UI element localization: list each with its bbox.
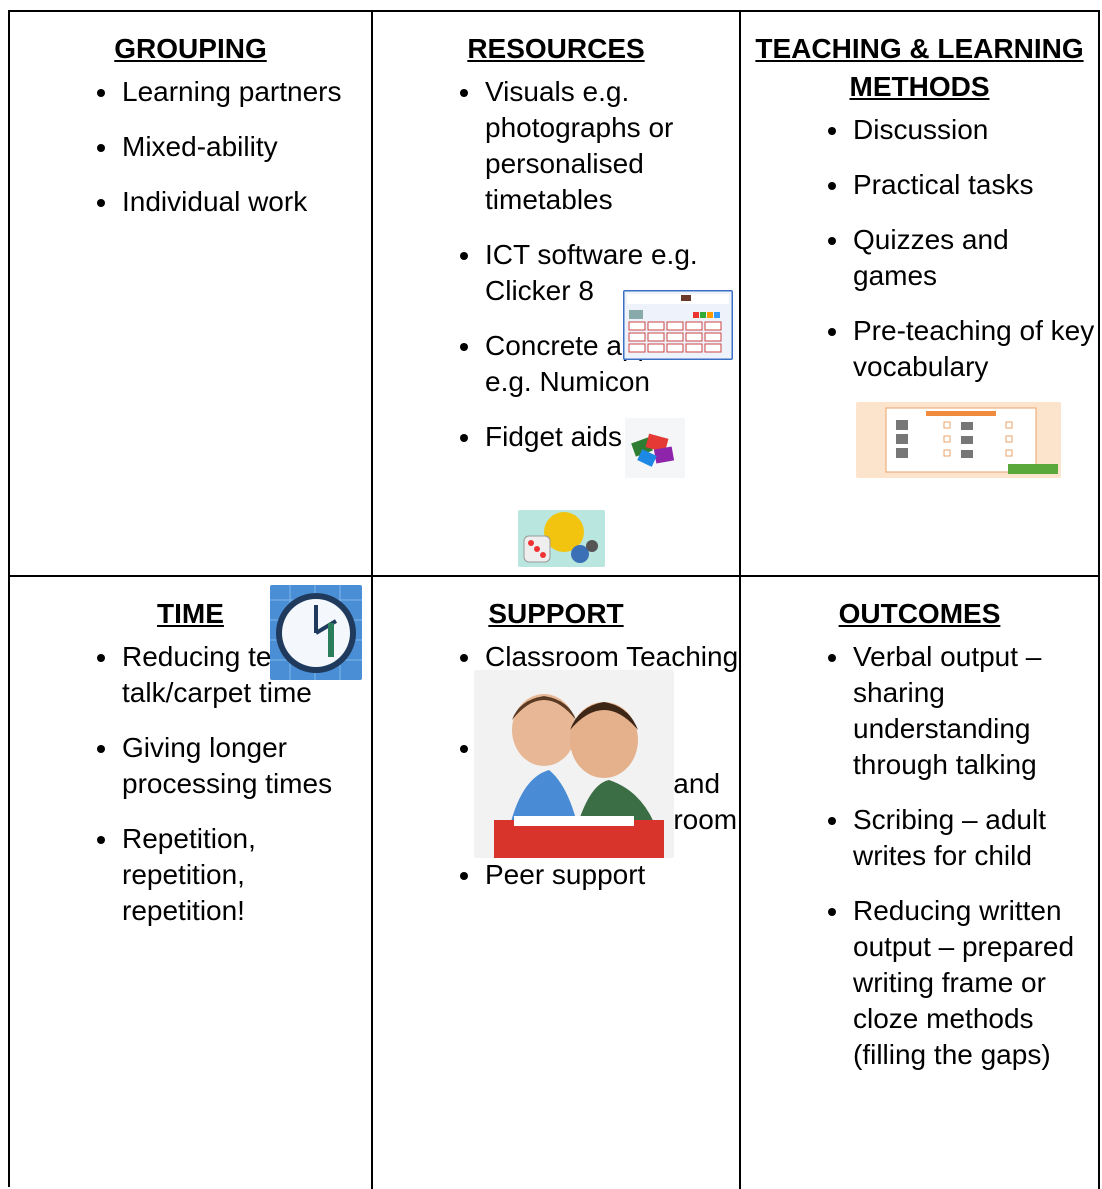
vocabulary-sheet <box>856 402 1061 478</box>
bullet-list: Visuals e.g. photographs or personalised… <box>373 74 739 455</box>
bullet-item: Verbal output – sharing understanding th… <box>851 639 1098 783</box>
bullet-item: Quizzes and games <box>851 222 1098 294</box>
cell-heading: TEACHING & LEARNING METHODS <box>755 33 1084 102</box>
cell-heading: OUTCOMES <box>838 598 1001 629</box>
bullet-item: Pre-teaching of key vocabulary <box>851 313 1098 385</box>
clicker-screenshot <box>623 290 733 360</box>
bullet-item: Visuals e.g. photographs or personalised… <box>483 74 739 218</box>
bullet-item: Discussion <box>851 112 1098 148</box>
cell-heading: TIME <box>157 598 224 629</box>
table-cell: TEACHING & LEARNING METHODS Discussion Pra… <box>741 12 1100 577</box>
bullet-item: Peer support <box>483 857 739 893</box>
bullet-item: Reducing written output – prepared writi… <box>851 893 1098 1073</box>
fidget-picture <box>518 510 605 567</box>
bullet-list: Learning partners Mixed-ability Individual… <box>10 74 371 220</box>
numicon-picture <box>625 418 685 478</box>
cell-heading: GROUPING <box>114 33 267 64</box>
bullet-item: Practical tasks <box>851 167 1098 203</box>
table-cell: OUTCOMES Verbal output – sharing understa… <box>741 577 1100 1189</box>
bullet-list: Verbal output – sharing understanding th… <box>741 639 1098 1073</box>
peer-support-photo <box>474 670 674 858</box>
clock-icon <box>270 585 362 680</box>
strategy-grid: GROUPING Learning partners Mixed-ability In… <box>8 10 1100 1189</box>
bullet-item: Fidget aids <box>483 419 739 455</box>
bullet-item: Scribing – adult writes for child <box>851 802 1098 874</box>
bullet-item: ICT software e.g. Clicker 8 <box>483 237 739 309</box>
bullet-list: Reducing teacher talk/carpet timeGiving … <box>10 639 371 929</box>
cell-heading: RESOURCES <box>467 33 645 64</box>
bullet-list: Discussion Practical tasks Quizzes and gam… <box>741 112 1098 385</box>
bullet-item: Mixed-ability <box>120 129 371 165</box>
cell-heading: SUPPORT <box>488 598 624 629</box>
bullet-item: Learning partners <box>120 74 371 110</box>
bullet-item: Giving longer processing times <box>120 730 371 802</box>
bullet-item: Repetition, repetition, repetition! <box>120 821 371 929</box>
table-cell: SUPPORTClassroom Teaching AssistantsSEN … <box>373 577 741 1189</box>
bullet-item: Individual work <box>120 184 371 220</box>
table-cell: GROUPING Learning partners Mixed-ability In… <box>10 12 373 577</box>
